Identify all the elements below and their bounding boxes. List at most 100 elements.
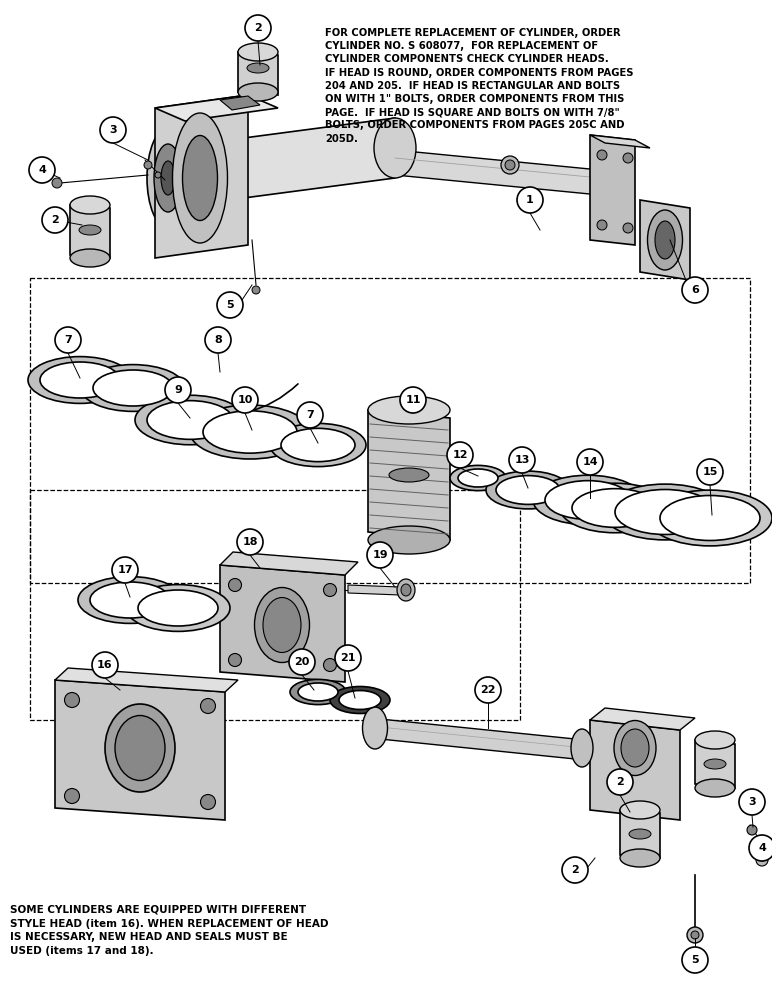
Text: 9: 9 [174, 385, 182, 395]
Circle shape [297, 402, 323, 428]
Text: SOME CYLINDERS ARE EQUIPPED WITH DIFFERENT
STYLE HEAD (item 16). WHEN REPLACEMEN: SOME CYLINDERS ARE EQUIPPED WITH DIFFERE… [10, 905, 329, 956]
Polygon shape [220, 565, 345, 682]
Polygon shape [220, 552, 358, 575]
Ellipse shape [374, 118, 416, 178]
Ellipse shape [144, 161, 152, 169]
Polygon shape [155, 95, 278, 121]
Polygon shape [220, 96, 260, 110]
Ellipse shape [603, 484, 727, 540]
Ellipse shape [687, 927, 703, 943]
Text: 10: 10 [237, 395, 252, 405]
Circle shape [447, 442, 473, 468]
Circle shape [237, 529, 263, 555]
Ellipse shape [623, 153, 633, 163]
Ellipse shape [486, 471, 570, 509]
Circle shape [697, 459, 723, 485]
Text: 16: 16 [97, 660, 113, 670]
Ellipse shape [615, 489, 715, 534]
Text: 2: 2 [254, 23, 262, 33]
Ellipse shape [620, 801, 660, 819]
Ellipse shape [401, 584, 411, 596]
Ellipse shape [147, 128, 189, 228]
Ellipse shape [229, 654, 242, 666]
Ellipse shape [78, 577, 182, 623]
Ellipse shape [255, 587, 310, 662]
Ellipse shape [70, 196, 110, 214]
Text: 1: 1 [527, 195, 534, 205]
Ellipse shape [154, 144, 182, 212]
Ellipse shape [560, 483, 670, 533]
Circle shape [517, 187, 543, 213]
Ellipse shape [501, 156, 519, 174]
Ellipse shape [363, 707, 388, 749]
Ellipse shape [263, 597, 301, 652]
Polygon shape [168, 118, 395, 208]
Polygon shape [590, 720, 680, 820]
Circle shape [232, 387, 258, 413]
Polygon shape [370, 718, 585, 760]
Ellipse shape [190, 405, 310, 459]
Polygon shape [590, 135, 635, 245]
Circle shape [289, 649, 315, 675]
Ellipse shape [691, 931, 699, 939]
Ellipse shape [65, 788, 80, 804]
Ellipse shape [81, 365, 185, 411]
Ellipse shape [458, 469, 498, 487]
Ellipse shape [229, 578, 242, 591]
Circle shape [29, 157, 55, 183]
Ellipse shape [368, 396, 450, 424]
Circle shape [682, 277, 708, 303]
Ellipse shape [138, 590, 218, 626]
Ellipse shape [747, 825, 757, 835]
Ellipse shape [597, 220, 607, 230]
Ellipse shape [70, 249, 110, 267]
Circle shape [607, 769, 633, 795]
Polygon shape [395, 150, 600, 195]
Polygon shape [640, 200, 690, 280]
Ellipse shape [182, 135, 218, 221]
Circle shape [335, 645, 361, 671]
Circle shape [577, 449, 603, 475]
Circle shape [475, 677, 501, 703]
Ellipse shape [505, 160, 515, 170]
Ellipse shape [756, 838, 764, 846]
Ellipse shape [201, 698, 215, 714]
Ellipse shape [623, 223, 633, 233]
Text: 17: 17 [117, 565, 133, 575]
Text: 18: 18 [242, 537, 258, 547]
Circle shape [739, 789, 765, 815]
Text: 2: 2 [571, 865, 579, 875]
Ellipse shape [704, 759, 726, 769]
Circle shape [245, 15, 271, 41]
Ellipse shape [298, 683, 338, 701]
Circle shape [92, 652, 118, 678]
Ellipse shape [389, 468, 429, 482]
Ellipse shape [79, 225, 101, 235]
Polygon shape [70, 205, 110, 258]
Ellipse shape [695, 779, 735, 797]
Ellipse shape [247, 63, 269, 73]
Ellipse shape [614, 720, 656, 776]
Ellipse shape [330, 686, 390, 714]
Ellipse shape [323, 658, 337, 672]
Ellipse shape [496, 476, 560, 504]
Text: 4: 4 [38, 165, 46, 175]
Ellipse shape [155, 172, 161, 178]
Text: 6: 6 [691, 285, 699, 295]
Ellipse shape [695, 731, 735, 749]
Ellipse shape [339, 691, 381, 709]
Polygon shape [368, 410, 450, 540]
Text: 20: 20 [294, 657, 310, 667]
Text: 13: 13 [514, 455, 530, 465]
Ellipse shape [203, 411, 297, 453]
Ellipse shape [571, 729, 593, 767]
Polygon shape [695, 740, 735, 788]
Ellipse shape [450, 465, 506, 491]
Text: 3: 3 [109, 125, 117, 135]
Ellipse shape [65, 692, 80, 708]
Ellipse shape [323, 584, 337, 596]
Text: 21: 21 [340, 653, 356, 663]
Ellipse shape [368, 526, 450, 554]
Ellipse shape [161, 161, 175, 195]
Ellipse shape [533, 475, 643, 525]
